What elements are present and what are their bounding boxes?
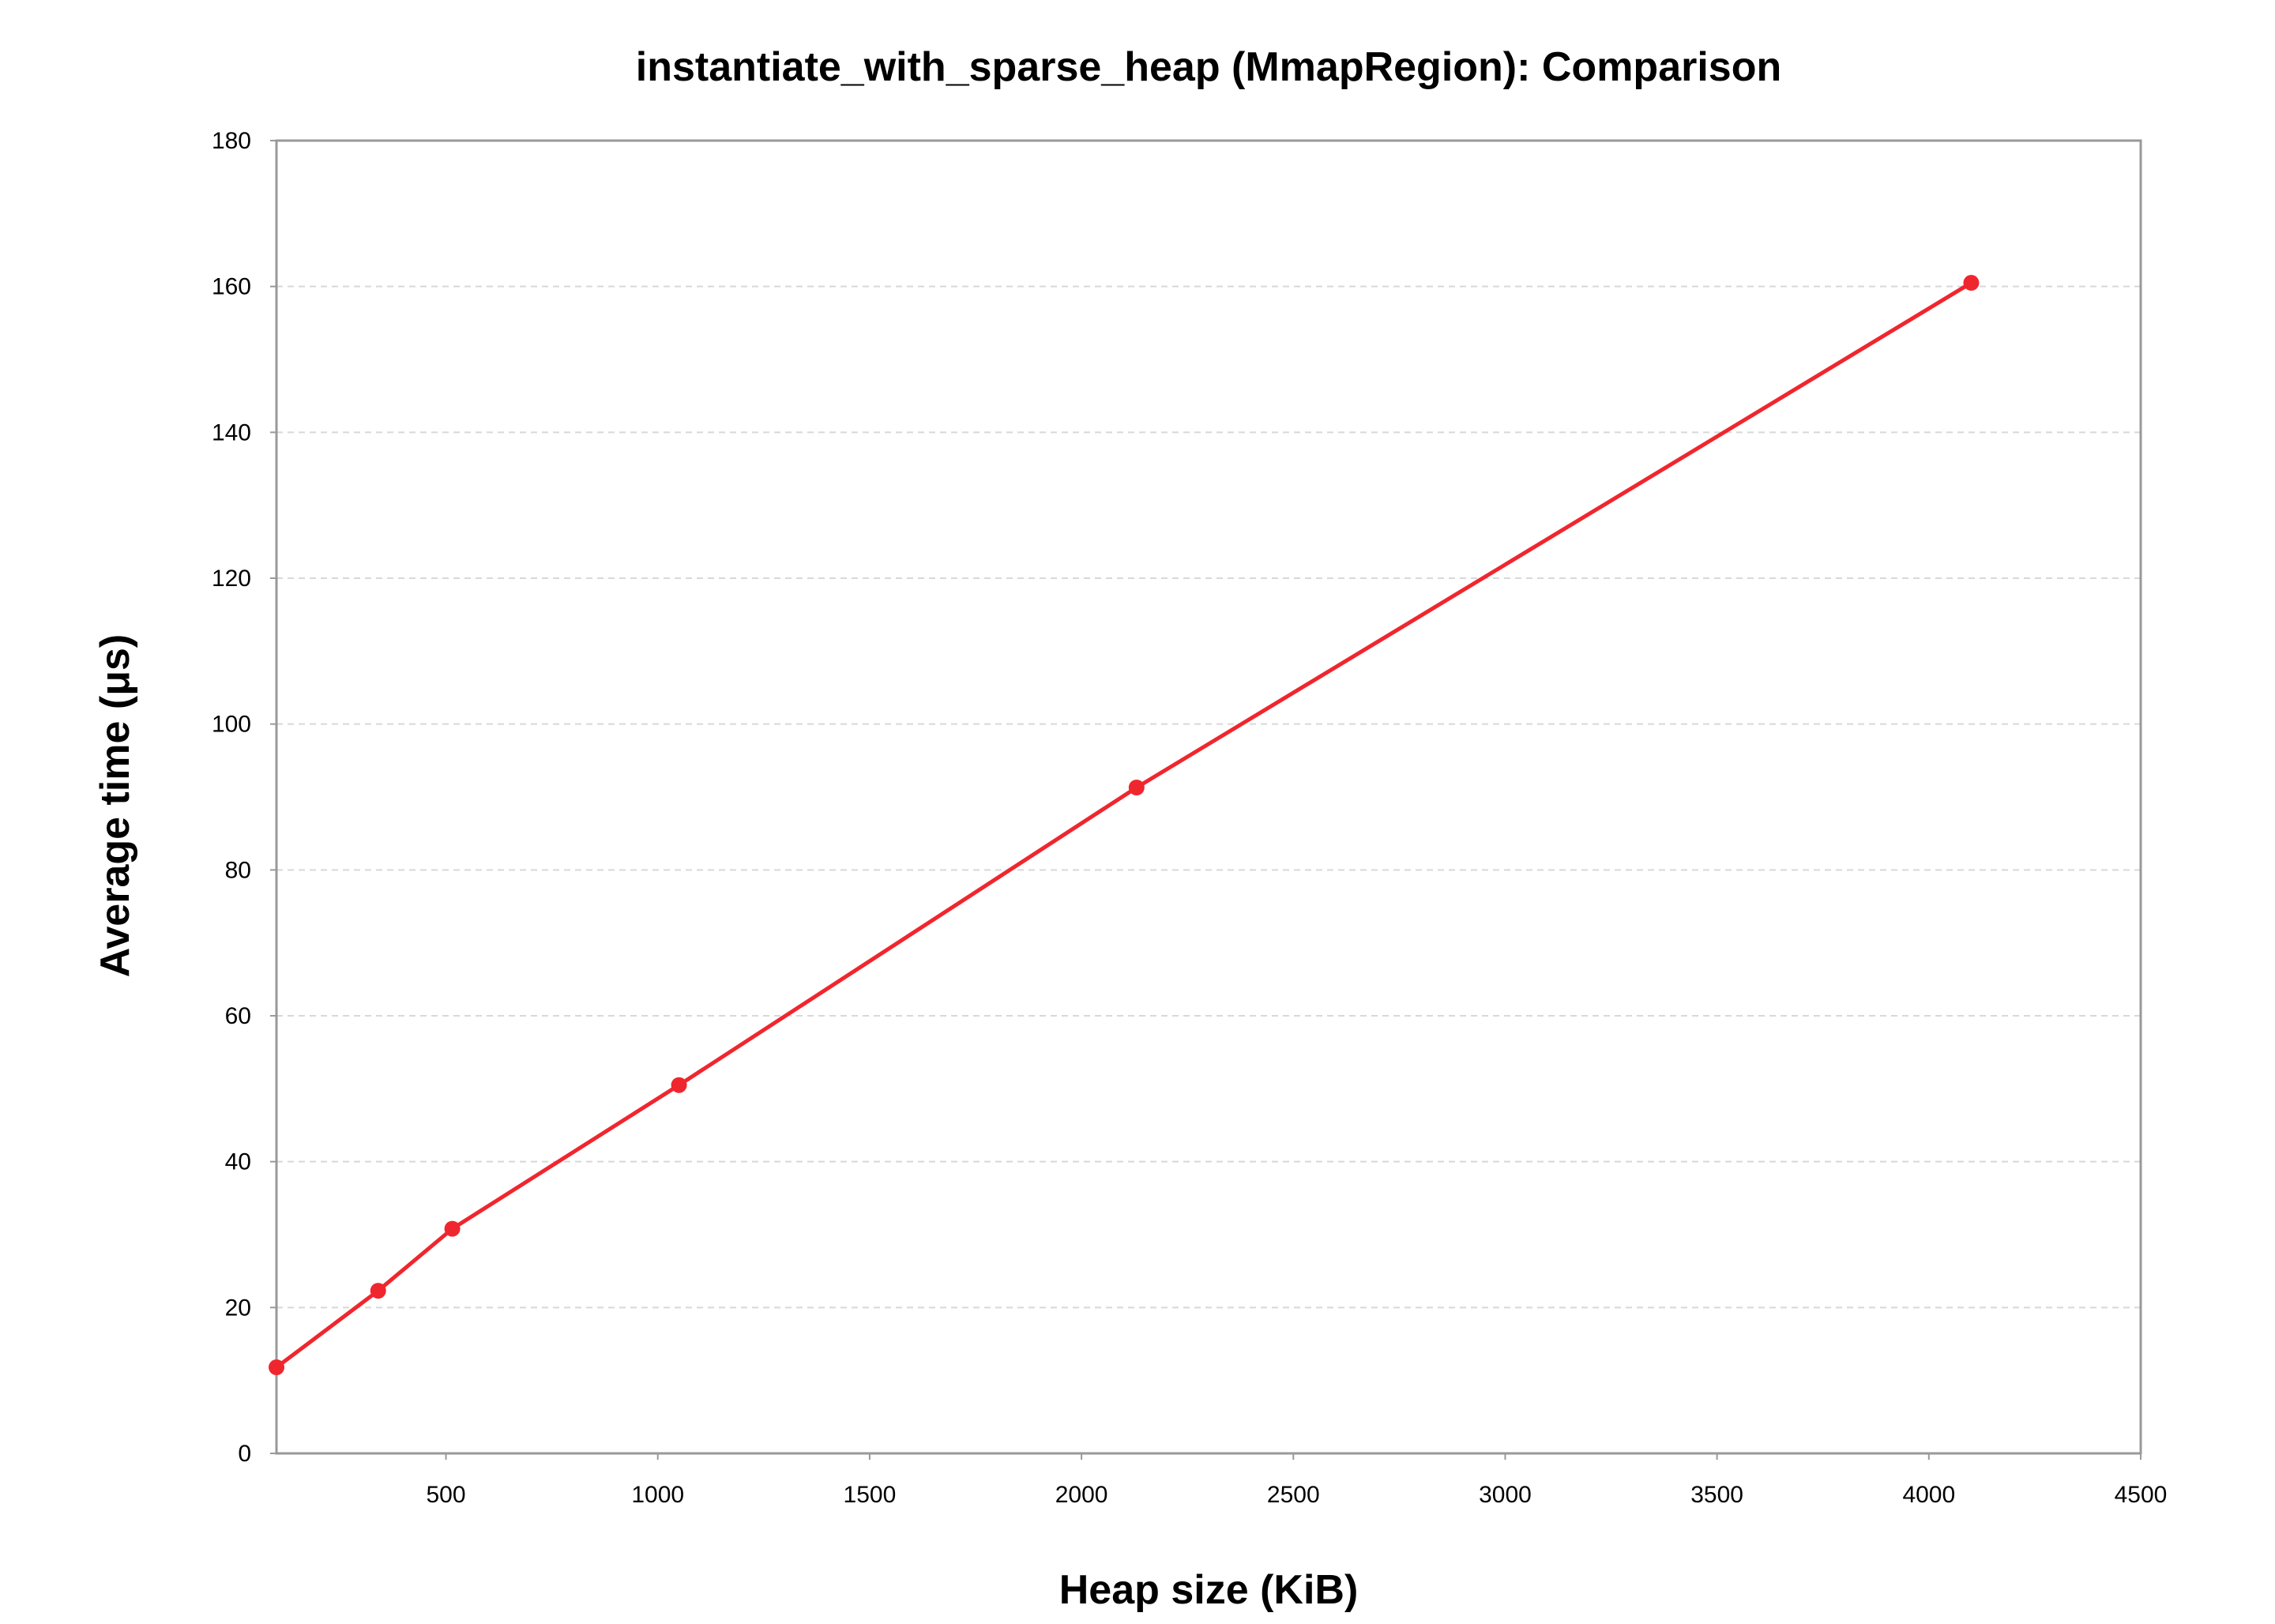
data-point <box>444 1220 461 1237</box>
y-tick-label: 160 <box>212 274 251 300</box>
y-tick-label: 140 <box>212 419 251 445</box>
x-axis-label: Heap size (KiB) <box>1059 1567 1359 1613</box>
y-axis: 0 20 40 60 80 100 120 140 160 180 <box>212 128 276 1467</box>
x-tick-label: 2500 <box>1267 1482 1320 1508</box>
x-axis: 500 1000 1500 2000 2500 3000 3500 4000 4500 <box>427 1453 2168 1508</box>
x-tick-label: 1000 <box>631 1482 684 1508</box>
y-axis-label: Average time (μs) <box>92 634 138 977</box>
y-tick-label: 0 <box>238 1441 251 1467</box>
y-tick-label: 40 <box>225 1149 251 1175</box>
y-tick-label: 80 <box>225 857 251 883</box>
x-tick-label: 500 <box>427 1482 466 1508</box>
x-tick-label: 4000 <box>1902 1482 1955 1508</box>
grid-lines <box>276 285 2141 1309</box>
data-point <box>1128 779 1145 795</box>
x-tick-label: 1500 <box>844 1482 897 1508</box>
x-tick-label: 3500 <box>1690 1482 1743 1508</box>
data-point <box>269 1359 284 1376</box>
x-tick-label: 4500 <box>2115 1482 2168 1508</box>
series-line <box>269 275 1980 1376</box>
x-tick-label: 2000 <box>1055 1482 1108 1508</box>
y-tick-label: 120 <box>212 566 251 592</box>
series-line <box>274 280 1973 1370</box>
plot-frame <box>275 139 2142 1455</box>
data-point <box>1963 275 1980 291</box>
data-point <box>370 1283 386 1299</box>
data-point <box>671 1077 687 1093</box>
chart-title: instantiate_with_sparse_heap (MmapRegion… <box>636 44 1782 90</box>
y-tick-label: 180 <box>212 128 251 154</box>
y-tick-label: 100 <box>212 712 251 738</box>
y-tick-label: 20 <box>225 1295 251 1321</box>
x-tick-label: 3000 <box>1479 1482 1532 1508</box>
y-tick-label: 60 <box>225 1003 251 1029</box>
